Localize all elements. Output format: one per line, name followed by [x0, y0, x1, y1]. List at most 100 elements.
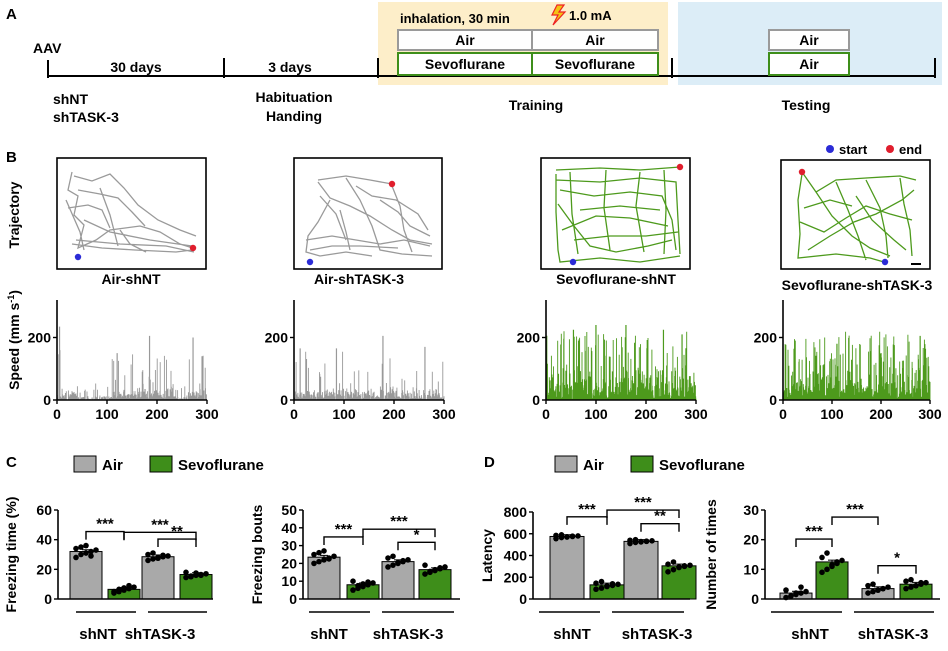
x-tick-label: 200 — [634, 406, 658, 422]
speed-trace-series — [293, 335, 445, 400]
category-label: shNT — [553, 626, 591, 643]
significance-bracket — [397, 541, 436, 551]
y-tick-label: 0 — [43, 392, 51, 408]
data-point — [395, 559, 401, 566]
x-tick-label: 300 — [195, 406, 219, 422]
data-point — [83, 550, 89, 556]
testing-air-box — [768, 29, 850, 51]
significance-label: *** — [151, 516, 169, 533]
y-tick-label: 200 — [265, 330, 289, 346]
lightning-icon — [551, 4, 567, 26]
training-air-label-1: Air — [455, 32, 475, 48]
inhalation-label: inhalation, 30 min — [400, 11, 510, 26]
panel-b-letter: B — [6, 149, 17, 166]
significance-bracket — [831, 516, 879, 526]
data-point — [188, 573, 194, 579]
data-point — [885, 584, 891, 590]
data-point — [819, 569, 825, 576]
data-point — [78, 544, 84, 550]
speed-label-text: Speed (mm s — [6, 303, 22, 390]
y-tick-label: 40 — [36, 532, 52, 548]
arena-box — [780, 159, 931, 270]
trajectory-air-shnt: Air-shNT — [56, 157, 207, 287]
condition-label: Sevoflurane-shNT — [556, 271, 676, 287]
data-point — [311, 551, 317, 558]
aav-label: AAV — [33, 40, 62, 56]
trajectory-air-shtask3: Air-shTASK-3 — [293, 157, 443, 287]
data-point — [432, 566, 438, 573]
speed-label-superscript: -1 — [6, 295, 16, 303]
significance-bracket — [877, 565, 917, 574]
data-point — [670, 559, 677, 565]
x-tick-label: 300 — [918, 406, 942, 422]
speed-trace-air-shtask3: 0 100 200 300 0 200 — [265, 300, 456, 422]
data-point — [145, 557, 151, 564]
data-point — [643, 538, 650, 544]
bar-air — [141, 556, 175, 600]
testing-phase-label: Testing — [782, 97, 831, 113]
data-point — [131, 584, 137, 590]
data-point — [681, 563, 688, 569]
training-sevo-label-1: Sevoflurane — [425, 56, 505, 72]
significance-label: *** — [390, 513, 408, 530]
legend-air-swatch — [73, 455, 97, 473]
data-point — [913, 582, 919, 589]
data-point — [442, 564, 448, 570]
testing-sevo-box — [768, 52, 850, 76]
start-marker — [569, 258, 577, 266]
trajectory-path — [305, 175, 433, 257]
y-tick-label: 20 — [281, 555, 297, 571]
speed-trace-series — [782, 331, 931, 400]
training-sevo-label-2: Sevoflurane — [555, 56, 635, 72]
data-point — [427, 568, 433, 575]
y-tick-label: 0 — [289, 591, 297, 607]
y-tick-label: 800 — [504, 504, 528, 520]
data-point — [365, 579, 371, 585]
data-point — [126, 582, 132, 589]
data-point — [593, 586, 599, 593]
y-tick-label: 0 — [769, 392, 777, 408]
y-tick-label: 50 — [281, 502, 297, 518]
speed-trace-series — [545, 325, 697, 400]
data-point — [903, 578, 909, 584]
condition-label: Sevoflurane-shTASK-3 — [782, 277, 933, 293]
data-point — [558, 532, 565, 538]
data-point — [183, 569, 189, 576]
trajectory-axis-label: Trajectory — [6, 181, 22, 248]
data-point — [316, 549, 322, 556]
y-tick-label: 200 — [754, 330, 778, 346]
x-tick-label: 100 — [332, 406, 356, 422]
data-point — [350, 578, 356, 584]
x-tick-label: 200 — [145, 406, 169, 422]
significance-label: * — [414, 526, 420, 543]
data-point — [615, 581, 621, 588]
bar-air — [549, 535, 585, 600]
category-label: shNT — [310, 626, 348, 643]
condition-label: Air-shNT — [101, 271, 161, 287]
y-tick-label: 200 — [28, 330, 52, 346]
data-point — [116, 586, 122, 593]
data-point — [405, 557, 411, 563]
data-point — [903, 585, 909, 592]
x-tick-label: 0 — [53, 406, 61, 422]
data-point — [400, 557, 406, 564]
data-point — [908, 576, 914, 583]
trajectory-sevo-shnt: Sevoflurane-shNT — [540, 157, 691, 287]
data-point — [564, 533, 570, 540]
data-point — [83, 542, 89, 549]
panel-c-letter: C — [6, 454, 17, 471]
legend-start-dot — [826, 145, 834, 153]
end-marker — [189, 244, 197, 252]
category-label: shTASK-3 — [622, 626, 693, 643]
data-point — [670, 566, 677, 573]
data-point — [203, 570, 209, 577]
testing-air-label-1: Air — [799, 32, 819, 48]
data-point — [839, 557, 845, 564]
legend-air-swatch — [554, 455, 578, 473]
y-tick-label: 60 — [36, 502, 52, 518]
data-point — [798, 590, 804, 596]
significance-bracket — [123, 531, 197, 541]
group-label-shtask3: shTASK-3 — [53, 109, 119, 125]
data-point — [88, 548, 94, 555]
data-point — [632, 536, 639, 543]
